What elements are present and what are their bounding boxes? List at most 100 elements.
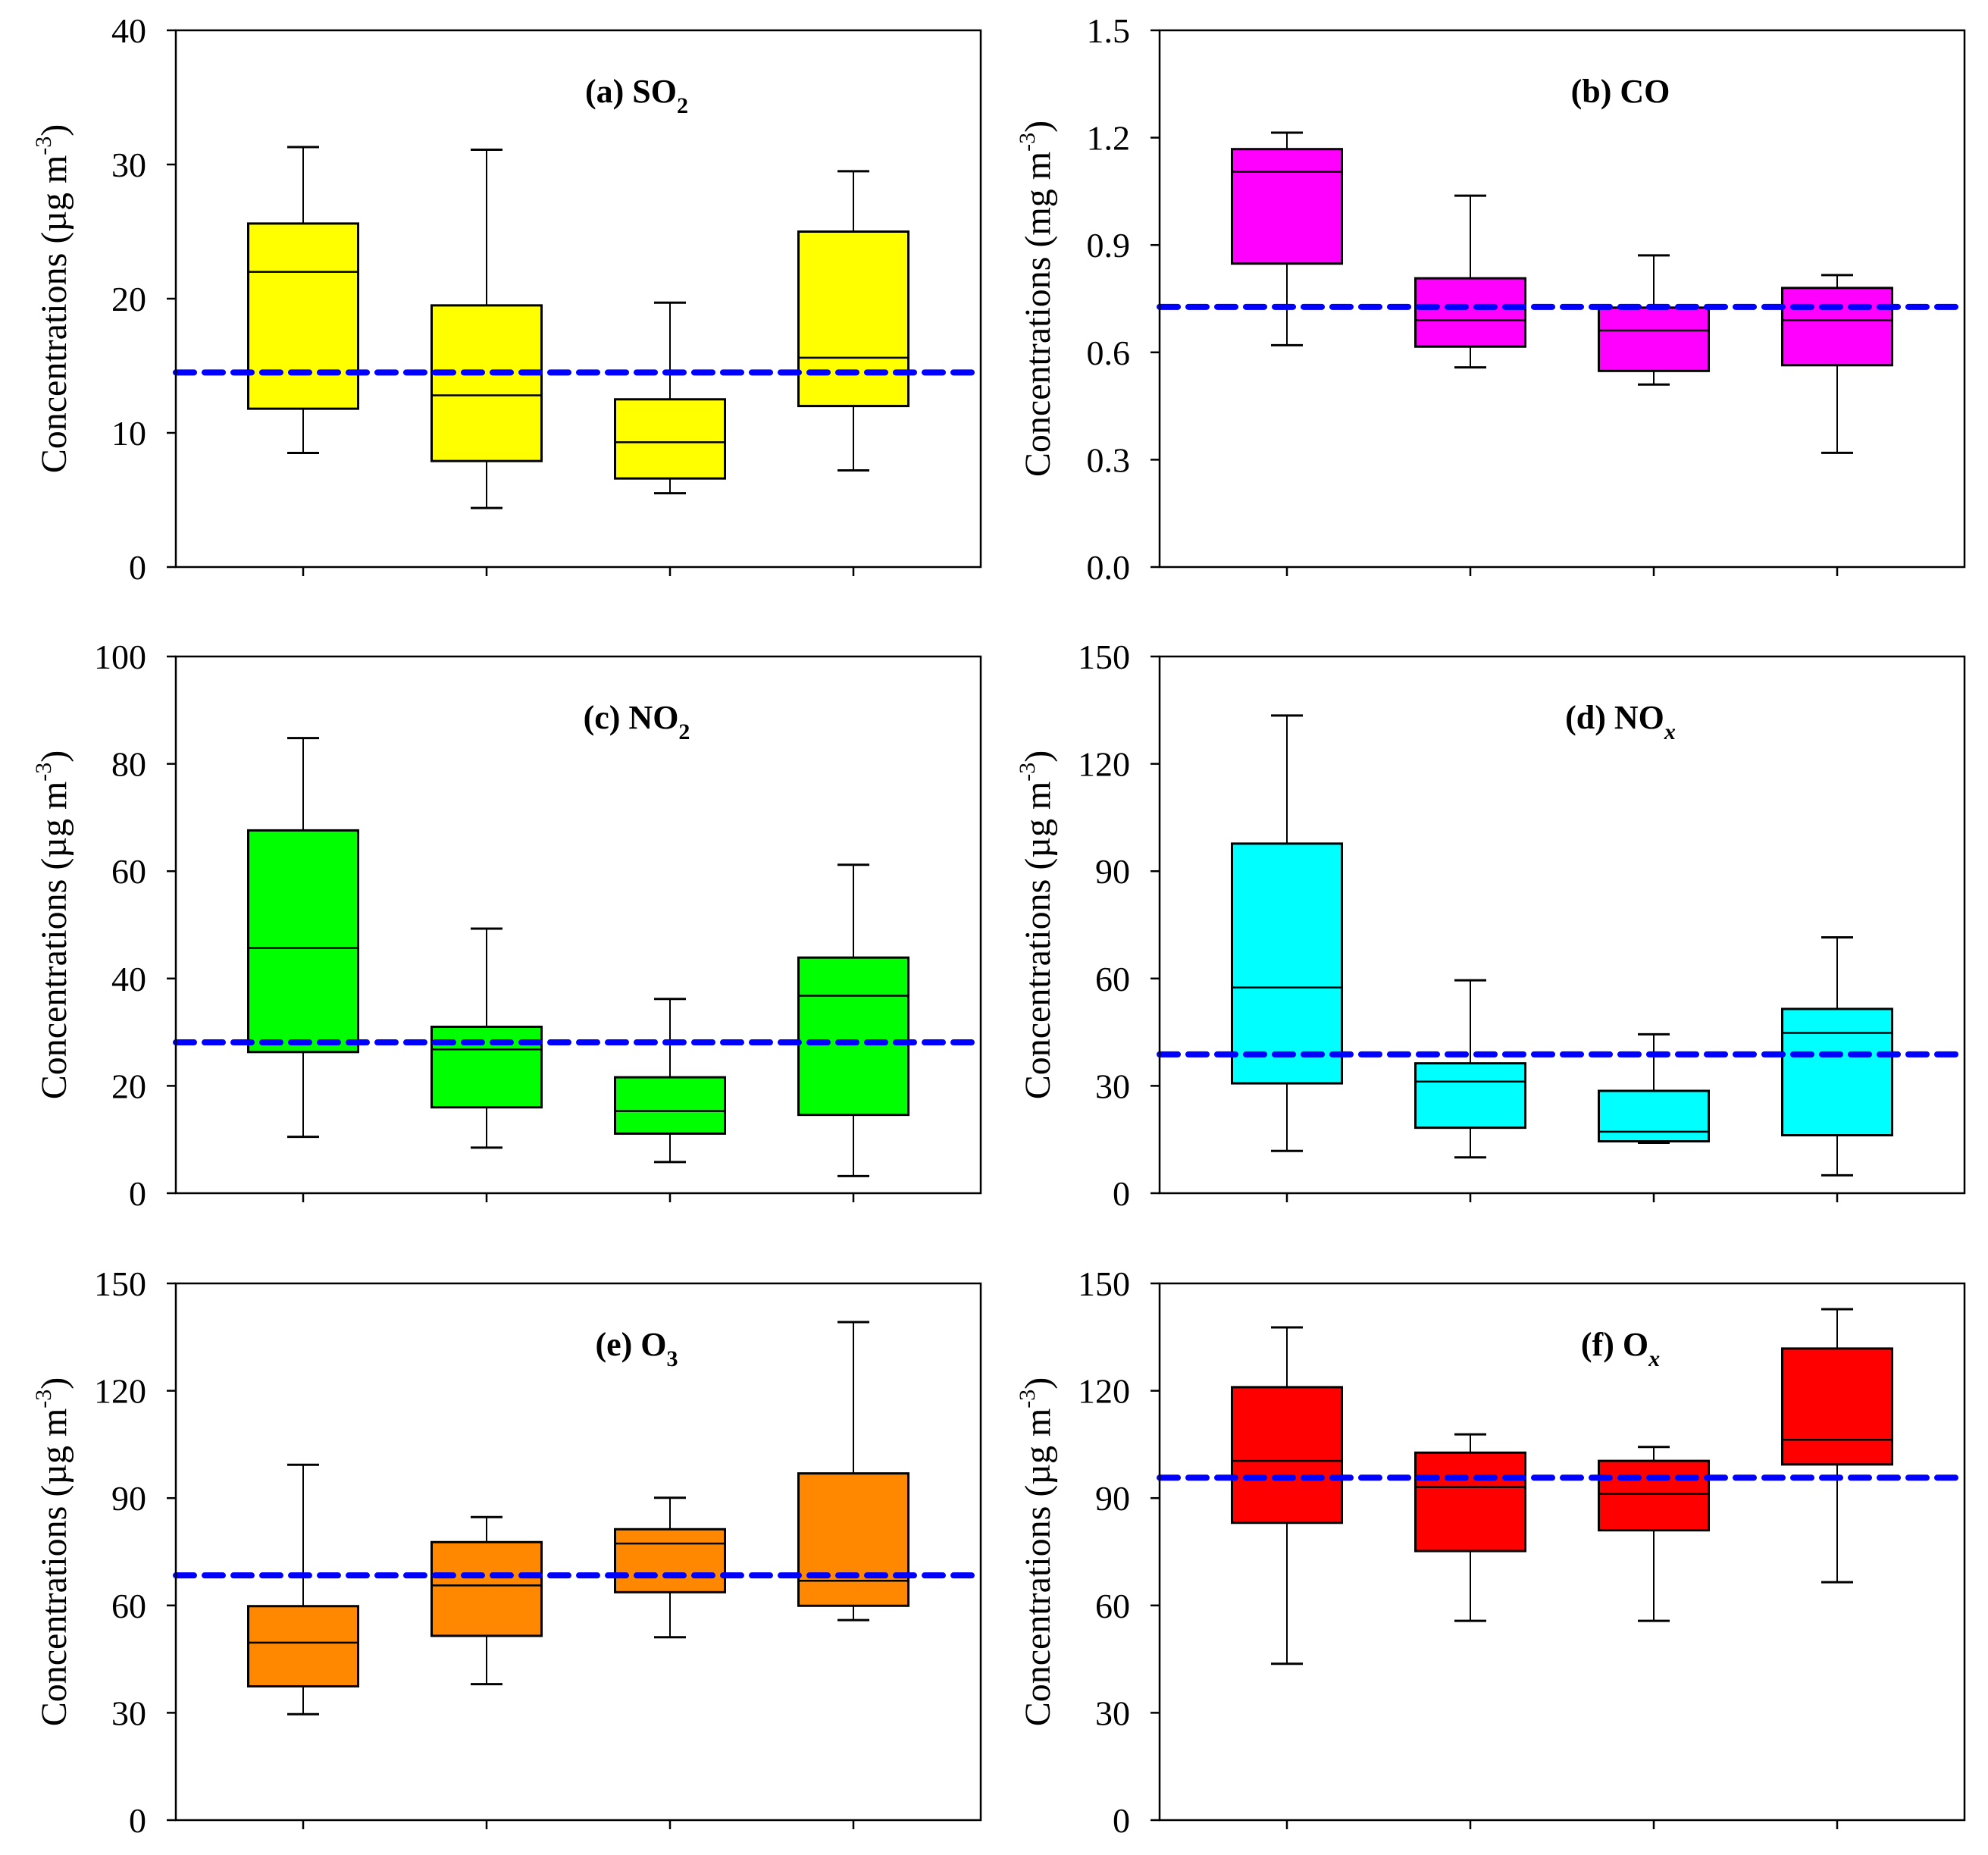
y-tick-label: 0	[1113, 1801, 1130, 1840]
box-3	[1598, 254, 1710, 386]
y-tick-label: 0.9	[1087, 226, 1131, 265]
panel-f: 0 30 60 90 120 150 Concentrations (µg m-3) (f) …	[1015, 1264, 1968, 1840]
box-3	[614, 998, 726, 1164]
y-tick-label: 60	[111, 1587, 146, 1625]
panel-title-subscript: 3	[667, 1346, 678, 1371]
box-2	[1414, 194, 1526, 369]
plot-frame	[1158, 29, 1966, 569]
iqr-box	[1781, 1007, 1893, 1137]
y-tick-label: 40	[111, 11, 146, 50]
plot-frame	[174, 1282, 982, 1822]
box-4	[797, 1321, 909, 1622]
y-tick-label: 30	[1095, 1694, 1130, 1732]
plot-frame	[1158, 1282, 1966, 1822]
y-tick-label: 150	[1078, 638, 1130, 676]
y-tick-label: 60	[1095, 1587, 1130, 1625]
y-axis-label: Concentrations (µg m-3)	[1015, 1377, 1058, 1727]
box-4	[1781, 936, 1893, 1177]
iqr-box	[1598, 1459, 1710, 1532]
box-2	[430, 1515, 543, 1686]
y-tick-label: 30	[111, 146, 146, 184]
box-1	[1231, 714, 1343, 1152]
panel-title-text: (f) O	[1581, 1326, 1648, 1363]
iqr-box	[247, 829, 359, 1054]
y-axis-label: Concentrations (µg m-3)	[31, 124, 74, 474]
panel-b: 0.0 0.3 0.6 0.9 1.2 1.5 Concentrations (mg m-3…	[1015, 11, 1968, 587]
y-axis-label-superscript: -3	[31, 763, 56, 782]
y-tick-label: 80	[111, 745, 146, 784]
panel-title-text: (e) O	[595, 1326, 666, 1363]
y-axis-label-text: Concentrations (µg m	[34, 1408, 74, 1727]
y-axis-label-text: Concentrations (µg m	[1018, 782, 1058, 1100]
y-axis-label-text: Concentrations (µg m	[1018, 1408, 1058, 1727]
iqr-box	[614, 1076, 726, 1135]
y-tick-label: 0	[129, 1801, 146, 1840]
box-1	[1231, 131, 1343, 346]
box-1	[247, 737, 359, 1139]
y-tick-label: 30	[1095, 1067, 1130, 1105]
y-tick-label: 0.6	[1087, 334, 1131, 372]
y-tick-label: 90	[1095, 1479, 1130, 1518]
box-1	[247, 146, 359, 455]
y-axis-label: Concentrations (mg m-3)	[1015, 121, 1058, 477]
y-axis-label-close: )	[1018, 121, 1058, 133]
iqr-box	[1231, 1386, 1343, 1524]
iqr-box	[1414, 277, 1526, 348]
iqr-box	[1231, 148, 1343, 265]
y-axis-label-close: )	[1018, 750, 1058, 763]
panel-c: 0 20 40 60 80 100 Concentrations (µg m-3) (c) N…	[31, 638, 984, 1213]
panel-title-subscript: x	[1648, 1346, 1660, 1371]
panel-title: (f) Ox	[1581, 1326, 1660, 1371]
box-3	[614, 1496, 726, 1639]
panel-title-subscript: 2	[678, 719, 690, 744]
y-tick-label: 120	[1078, 1372, 1130, 1411]
box-4	[1781, 1308, 1893, 1584]
y-tick-label: 0.3	[1087, 440, 1131, 479]
y-axis-label-text: Concentrations (µg m	[34, 155, 74, 474]
y-tick-label: 60	[111, 852, 146, 891]
box-4	[797, 170, 909, 472]
panel-title-text: (c) NO	[584, 699, 679, 736]
y-axis-label-close: )	[34, 750, 74, 763]
y-tick-label: 60	[1095, 960, 1130, 998]
y-tick-label: 20	[111, 1067, 146, 1105]
y-tick-label: 90	[1095, 852, 1130, 891]
iqr-box	[247, 222, 359, 410]
panel-title-text: (b) CO	[1571, 73, 1670, 110]
y-axis-label-superscript: -3	[1015, 1390, 1040, 1408]
y-axis-label-text: Concentrations (mg m	[1018, 152, 1058, 477]
y-tick-label: 1.5	[1087, 11, 1131, 50]
panel-title: (c) NO2	[584, 699, 690, 744]
panel-title: (b) CO	[1571, 73, 1670, 110]
box-4	[797, 863, 909, 1177]
box-1	[1231, 1326, 1343, 1665]
panel-title: (a) SO2	[585, 73, 688, 118]
box-2	[1414, 979, 1526, 1159]
y-tick-label: 90	[111, 1479, 146, 1518]
iqr-box	[430, 1026, 543, 1109]
iqr-box	[1598, 306, 1710, 372]
y-axis-label-superscript: -3	[31, 1390, 56, 1408]
panel-title-text: (d) NO	[1565, 699, 1664, 736]
box-2	[430, 149, 543, 509]
box-3	[614, 301, 726, 495]
y-tick-label: 0	[129, 548, 146, 587]
iqr-box	[797, 1472, 909, 1607]
panel-e: 0 30 60 90 120 150 Concentrations (µg m-3) (e) …	[31, 1264, 984, 1840]
panel-a: 0 10 20 30 40 Concentrations (µg m-3) (a) SO2	[31, 11, 984, 587]
box-2	[1414, 1433, 1526, 1622]
plot-frame	[1158, 655, 1966, 1195]
iqr-box	[797, 230, 909, 408]
box-3	[1598, 1032, 1710, 1144]
iqr-box	[430, 304, 543, 462]
y-tick-label: 0.0	[1087, 548, 1131, 587]
y-tick-label: 30	[111, 1694, 146, 1732]
iqr-box	[247, 1605, 359, 1687]
y-axis-label-superscript: -3	[1015, 133, 1040, 152]
y-axis-label-text: Concentrations (µg m	[34, 782, 74, 1100]
iqr-box	[1414, 1062, 1526, 1130]
iqr-box	[1781, 287, 1893, 367]
y-tick-label: 0	[129, 1174, 146, 1213]
y-tick-label: 150	[1078, 1264, 1130, 1303]
